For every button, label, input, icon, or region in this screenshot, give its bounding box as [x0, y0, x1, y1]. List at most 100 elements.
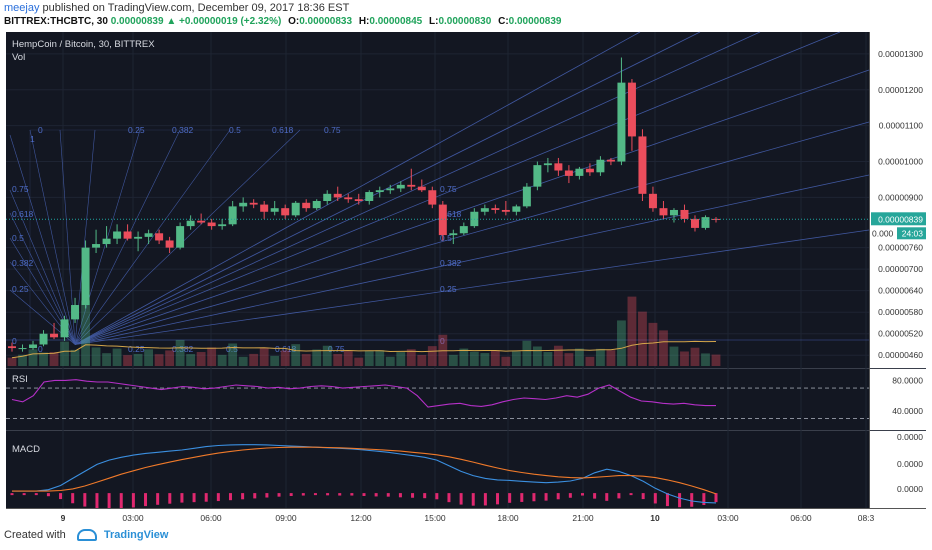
candle-body: [260, 204, 269, 212]
macd-histogram-bar: [362, 493, 366, 496]
price-axis-label: 0.00000580: [878, 307, 923, 317]
macd-histogram-bar: [653, 493, 657, 504]
fib-fan-label: 0.5: [226, 344, 238, 354]
volume-bar: [522, 340, 532, 366]
fib-speed-fan: [6, 31, 870, 345]
symbol-label: BITTREX:THCBTC, 30: [4, 16, 108, 27]
macd-histogram-bar: [313, 493, 317, 496]
fan-line: [29, 129, 76, 345]
candle: [270, 201, 279, 216]
volume-bar: [60, 341, 69, 366]
candle: [648, 186, 657, 212]
candle-body: [39, 333, 48, 345]
volume-bar: [375, 350, 385, 366]
candle: [417, 179, 426, 193]
macd-histogram-bar: [34, 493, 38, 496]
publish-info: published on TradingView.com, December 0…: [42, 2, 350, 14]
high-label: H:: [358, 16, 370, 27]
candle-body: [270, 208, 279, 212]
candle-body: [680, 209, 689, 219]
volume-bar: [417, 354, 427, 366]
macd-histogram-bar: [253, 493, 257, 499]
macd-histogram-bar: [168, 493, 172, 504]
volume-bar: [459, 348, 469, 366]
volume-bar: [301, 354, 311, 366]
candle: [690, 215, 699, 232]
macd-histogram-bar: [144, 493, 148, 507]
change-arrow-icon: ▲: [166, 16, 177, 27]
close-value: 0.00000839: [508, 16, 562, 27]
candle-body: [564, 170, 573, 176]
macd-histogram-bar: [556, 493, 560, 500]
tradingview-logo-icon: [76, 529, 97, 542]
candle-body: [29, 344, 38, 349]
candle-body: [386, 188, 395, 191]
candle-body: [449, 233, 458, 236]
open-value: 0.00000833: [299, 16, 353, 27]
volume-bar: [564, 353, 574, 366]
tradingview-brand[interactable]: TradingView: [103, 529, 169, 541]
volume-bar: [638, 311, 647, 366]
candle: [627, 79, 636, 151]
volume-bar: [427, 346, 437, 366]
macd-axis-label: 0.0000: [897, 432, 923, 442]
macd-histogram-bar: [326, 493, 330, 496]
candle: [228, 201, 237, 227]
fib-fan-label: 1: [30, 134, 35, 144]
candle-body: [344, 197, 353, 200]
time-axis-label: 9: [61, 513, 66, 523]
macd-histogram-bar: [131, 493, 135, 508]
fan-line: [74, 31, 841, 345]
macd-histogram-bar: [702, 493, 706, 506]
fan-line: [74, 31, 761, 345]
macd-histogram-bar: [629, 493, 633, 496]
candle-body: [638, 136, 647, 194]
candle-body: [239, 202, 248, 207]
candle: [113, 224, 122, 245]
candle: [344, 193, 353, 203]
volume-bar: [133, 353, 143, 366]
macd-signal-line: [12, 446, 717, 495]
fan-line: [74, 174, 870, 345]
candle: [428, 186, 437, 209]
author-link[interactable]: meejay: [4, 2, 40, 14]
price-axis-label: 0.00000640: [878, 286, 923, 296]
candle: [533, 161, 542, 191]
candle: [8, 342, 16, 352]
volume-bar: [617, 320, 626, 366]
time-axis-label: 03:00: [122, 513, 144, 523]
volume-bar: [711, 354, 721, 366]
volume-bar: [596, 348, 605, 366]
candle: [585, 163, 594, 176]
rsi-axis-label: 80.0000: [892, 375, 923, 385]
macd-axis-label: 0.0000: [897, 459, 923, 469]
candle-body: [596, 159, 605, 173]
candle-body: [501, 209, 510, 212]
macd-histogram-bar: [374, 493, 378, 497]
macd-histogram-bar: [471, 493, 475, 506]
rsi-axis-label: 40.0000: [892, 406, 923, 416]
candle: [165, 236, 174, 254]
volume-bar: [385, 356, 395, 366]
price-axis-label: 0.00001000: [878, 157, 923, 167]
volume-bar: [217, 354, 227, 366]
candle: [554, 157, 563, 176]
price-axis-label: 0.00001100: [879, 121, 924, 131]
volume-bar: [364, 350, 374, 366]
fib-fan-label: 0.5: [440, 233, 452, 243]
volume-bar: [659, 330, 668, 366]
candle-body: [18, 348, 27, 350]
price-chart[interactable]: 0.000013000.000012000.000011000.00001000…: [0, 0, 932, 526]
volume-bar: [501, 356, 511, 366]
candle: [459, 222, 468, 236]
macd-histogram-bar: [95, 493, 99, 509]
price-axis-label: 0.00000460: [878, 350, 923, 360]
candle-body: [690, 218, 699, 228]
candle: [249, 199, 258, 209]
time-axis-label: 21:00: [572, 513, 594, 523]
candle-body: [323, 193, 332, 201]
volume-bar: [175, 339, 185, 366]
candle-body: [8, 346, 16, 349]
candle-body: [333, 193, 342, 198]
volume-bar: [123, 355, 132, 366]
